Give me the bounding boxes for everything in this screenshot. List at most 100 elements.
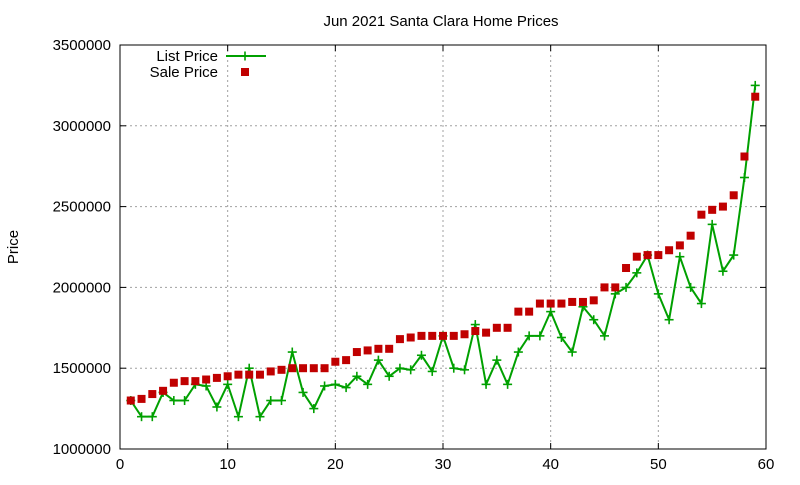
- x-tick-label: 0: [116, 456, 124, 473]
- data-point: [513, 347, 523, 357]
- data-point: [169, 396, 179, 406]
- data-point: [503, 379, 513, 389]
- legend-label: List Price: [156, 48, 218, 65]
- data-point: [137, 412, 147, 422]
- data-point: [739, 173, 749, 183]
- axis-layer: 0 10 20 30 40 50 60 1000000 1500000 2000000 250000…: [53, 37, 775, 473]
- data-point: [374, 344, 383, 353]
- data-point: [556, 332, 566, 342]
- data-point: [159, 386, 168, 395]
- data-point: [729, 191, 738, 200]
- data-point: [288, 364, 297, 373]
- data-point: [492, 355, 502, 365]
- data-point: [675, 252, 685, 262]
- data-point: [180, 377, 189, 386]
- series-layer: [126, 80, 760, 422]
- data-point: [611, 283, 620, 292]
- data-point: [255, 370, 264, 379]
- data-point: [233, 412, 243, 422]
- data-point: [481, 379, 491, 389]
- data-point: [147, 412, 157, 422]
- data-point: [266, 396, 276, 406]
- data-point: [331, 357, 340, 366]
- data-point: [223, 379, 233, 389]
- data-point: [622, 264, 631, 273]
- data-point: [352, 348, 361, 357]
- data-point: [535, 299, 544, 308]
- legend-marker: [241, 68, 249, 76]
- data-point: [373, 355, 383, 365]
- x-tick-label: 20: [327, 456, 344, 473]
- data-point: [330, 379, 340, 389]
- data-point: [341, 383, 351, 393]
- data-point: [299, 364, 308, 373]
- data-point: [223, 372, 232, 381]
- data-point: [406, 365, 416, 375]
- data-point: [309, 364, 318, 373]
- x-tick-label: 10: [219, 456, 236, 473]
- data-point: [600, 331, 609, 341]
- data-point: [643, 251, 652, 260]
- data-point: [277, 365, 286, 374]
- data-point: [707, 219, 717, 229]
- data-point: [212, 373, 221, 382]
- data-point: [363, 346, 372, 355]
- data-point: [417, 331, 426, 340]
- data-point: [686, 231, 695, 240]
- x-tick-label: 40: [542, 456, 559, 473]
- data-point: [180, 396, 190, 406]
- x-tick-label: 50: [650, 456, 667, 473]
- data-point: [567, 347, 577, 357]
- data-point: [600, 283, 609, 292]
- data-point: [309, 404, 319, 414]
- data-point: [384, 371, 394, 381]
- data-point: [137, 394, 146, 403]
- y-tick-label: 2000000: [53, 279, 111, 296]
- data-point: [352, 371, 362, 381]
- data-point: [740, 152, 749, 161]
- data-point: [245, 370, 254, 379]
- data-point: [708, 205, 717, 214]
- chart-title: Jun 2021 Santa Clara Home Prices: [323, 13, 558, 30]
- data-point: [675, 241, 684, 250]
- data-point: [460, 330, 469, 339]
- data-point: [697, 210, 706, 219]
- data-point: [320, 364, 329, 373]
- data-point: [718, 202, 727, 211]
- data-point: [363, 379, 373, 389]
- data-point: [589, 315, 599, 325]
- data-point: [428, 331, 437, 340]
- data-point: [503, 323, 512, 332]
- data-point: [514, 307, 523, 316]
- data-point: [202, 375, 211, 384]
- data-point: [546, 307, 556, 317]
- data-point: [255, 412, 265, 422]
- data-point: [654, 251, 663, 260]
- data-point: [460, 365, 470, 375]
- data-point: [578, 297, 587, 306]
- data-point: [395, 335, 404, 344]
- data-point: [449, 363, 459, 373]
- data-point: [427, 366, 437, 376]
- data-point: [718, 266, 728, 276]
- data-point: [535, 331, 545, 341]
- data-point: [665, 246, 674, 255]
- data-point: [266, 367, 275, 376]
- data-point: [653, 289, 663, 299]
- data-point: [395, 363, 405, 373]
- data-point: [568, 297, 577, 306]
- data-point: [524, 331, 534, 341]
- data-point: [546, 299, 555, 308]
- data-point: [664, 315, 674, 325]
- data-point: [169, 378, 178, 387]
- data-point: [287, 347, 297, 357]
- data-point: [212, 402, 222, 412]
- data-point: [525, 307, 534, 316]
- data-point: [621, 282, 631, 292]
- data-point: [632, 268, 642, 278]
- data-point: [234, 370, 243, 379]
- data-point: [148, 390, 157, 399]
